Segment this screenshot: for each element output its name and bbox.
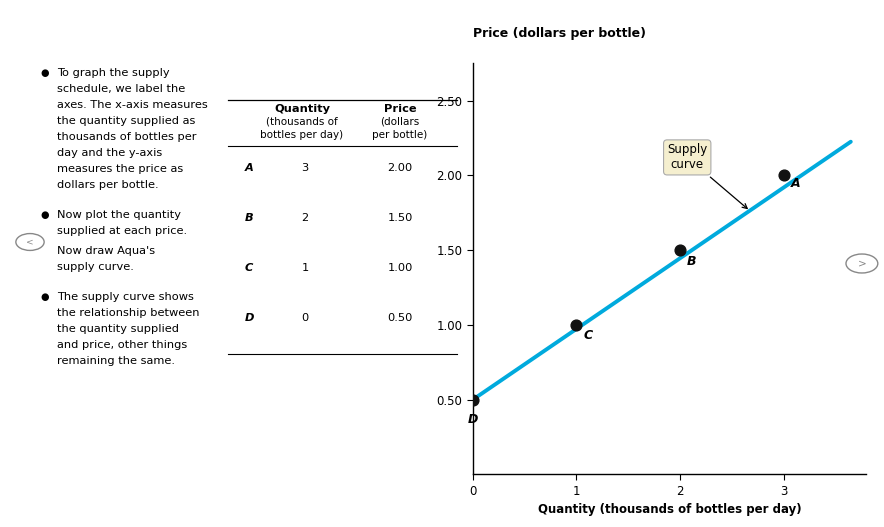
Text: bottles per day): bottles per day) — [261, 130, 344, 140]
Text: 0: 0 — [301, 313, 309, 323]
Text: Supply
curve: Supply curve — [667, 143, 747, 209]
Text: Price: Price — [384, 104, 416, 114]
Text: Quantity: Quantity — [274, 104, 330, 114]
Text: the quantity supplied as: the quantity supplied as — [57, 116, 195, 126]
Text: C: C — [583, 329, 593, 343]
Point — [776, 171, 790, 180]
Point — [569, 320, 583, 329]
Text: day and the y-axis: day and the y-axis — [57, 148, 163, 158]
Text: supplied at each price.: supplied at each price. — [57, 226, 187, 236]
Text: Reset: Reset — [332, 374, 369, 386]
Text: ●: ● — [40, 68, 49, 78]
Text: (dollars: (dollars — [380, 117, 420, 127]
Text: axes. The x-axis measures: axes. The x-axis measures — [57, 100, 208, 110]
Text: D: D — [245, 313, 255, 323]
Text: Now draw Aqua's: Now draw Aqua's — [57, 246, 155, 256]
Text: Price (dollars per bottle): Price (dollars per bottle) — [473, 26, 646, 40]
Text: B: B — [687, 255, 697, 268]
Text: B: B — [245, 213, 254, 223]
Text: supply curve.: supply curve. — [57, 262, 133, 272]
Text: per bottle): per bottle) — [372, 130, 428, 140]
Text: 2: 2 — [301, 213, 309, 223]
Text: 0.50: 0.50 — [387, 313, 413, 323]
Text: ●: ● — [40, 292, 49, 302]
Text: measures the price as: measures the price as — [57, 164, 183, 174]
Text: C: C — [245, 263, 254, 273]
Text: >: > — [857, 259, 866, 268]
Text: A: A — [791, 177, 800, 190]
Text: 1: 1 — [301, 263, 309, 273]
Text: 3: 3 — [301, 163, 309, 173]
Text: 1.50: 1.50 — [387, 213, 413, 223]
Text: A: A — [245, 163, 254, 173]
X-axis label: Quantity (thousands of bottles per day): Quantity (thousands of bottles per day) — [537, 503, 802, 516]
Text: 2.00: 2.00 — [387, 163, 413, 173]
Text: schedule, we label the: schedule, we label the — [57, 84, 186, 94]
Text: To graph the supply: To graph the supply — [57, 68, 170, 78]
Text: ●: ● — [40, 210, 49, 220]
Text: dollars per bottle.: dollars per bottle. — [57, 180, 158, 190]
Text: Now plot the quantity: Now plot the quantity — [57, 210, 181, 220]
Point — [466, 395, 480, 404]
Text: The supply curve shows: The supply curve shows — [57, 292, 194, 302]
Text: and price, other things: and price, other things — [57, 340, 187, 350]
Text: 1.00: 1.00 — [387, 263, 413, 273]
Text: remaining the same.: remaining the same. — [57, 356, 175, 366]
Text: <: < — [27, 238, 34, 247]
Text: the quantity supplied: the quantity supplied — [57, 324, 179, 334]
Text: the relationship between: the relationship between — [57, 308, 200, 318]
Text: D: D — [468, 413, 478, 426]
Text: thousands of bottles per: thousands of bottles per — [57, 132, 196, 142]
Text: (thousands of: (thousands of — [266, 117, 338, 127]
Point — [673, 246, 687, 255]
